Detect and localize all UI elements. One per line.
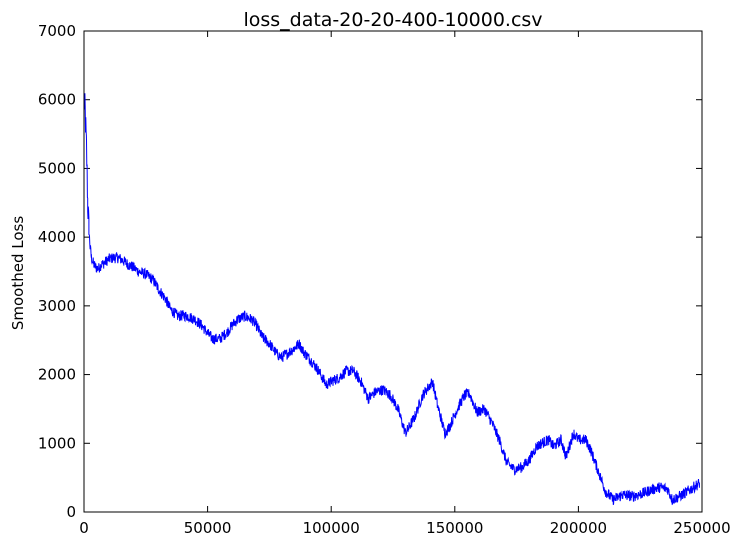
x-tick-label: 200000 (550, 519, 607, 537)
y-tick-label: 7000 (38, 22, 76, 40)
y-tick-label: 5000 (38, 159, 76, 177)
x-axis-ticks: 0 50000 100000 150000 200000 250000 (79, 31, 731, 537)
x-tick-label: 0 (79, 519, 89, 537)
y-tick-label: 2000 (38, 366, 76, 384)
x-tick-label: 50000 (184, 519, 232, 537)
x-tick-label: 100000 (303, 519, 360, 537)
chart-title: loss_data-20-20-400-10000.csv (243, 9, 542, 31)
y-tick-label: 4000 (38, 228, 76, 246)
y-tick-label: 1000 (38, 434, 76, 452)
y-axis-ticks: 0 1000 2000 3000 4000 5000 6000 7000 (38, 22, 702, 521)
y-axis-label: Smoothed Loss (9, 216, 27, 330)
y-tick-label: 6000 (38, 91, 76, 109)
plot-area (84, 93, 700, 506)
x-tick-label: 250000 (673, 519, 730, 537)
y-tick-label: 3000 (38, 297, 76, 315)
x-tick-label: 150000 (426, 519, 483, 537)
plot-frame (83, 30, 703, 513)
y-tick-label: 0 (66, 503, 76, 521)
smoothed-loss-line (84, 93, 700, 506)
